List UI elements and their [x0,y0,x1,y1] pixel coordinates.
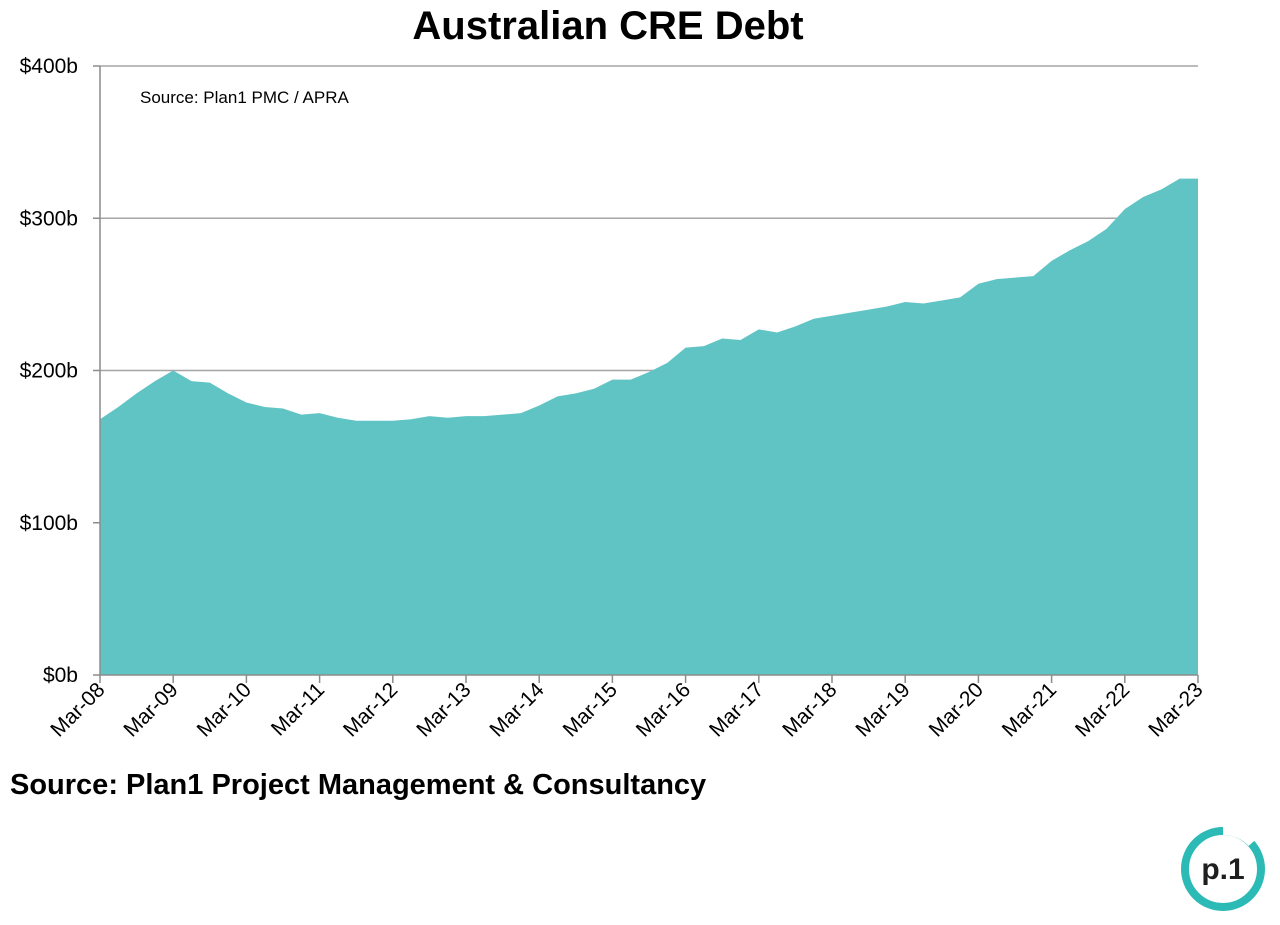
x-tick-label: Mar-15 [559,678,622,741]
x-tick-label: Mar-20 [925,678,988,741]
x-tick-label: Mar-22 [1071,678,1134,741]
x-tick-label: Mar-19 [851,678,914,741]
chart-source-annotation: Source: Plan1 PMC / APRA [140,88,349,107]
x-tick-label: Mar-10 [193,678,256,741]
footer-source-text: Source: Plan1 Project Management & Consu… [10,769,707,801]
chart-title: Australian CRE Debt [412,4,804,48]
x-tick-label: Mar-16 [632,678,695,741]
x-tick-label: Mar-12 [339,678,402,741]
logo-text: p.1 [1201,853,1244,886]
logo-ring-gap [1222,824,1258,847]
logo-ring-icon [1181,827,1265,911]
x-axis-tick-labels: Mar-08 Mar-09 Mar-10 Mar-11 Mar-12 Mar-13 Mar-… [46,678,1207,742]
area-series [100,178,1198,676]
x-tick-label: Mar-17 [705,678,768,741]
y-tick-label: $100b [20,512,78,535]
y-tick-label: $400b [20,55,78,78]
x-tick-label: Mar-09 [119,678,182,741]
x-tick-label: Mar-21 [998,678,1061,741]
y-tick-label: $0b [43,664,78,687]
x-tick-label: Mar-13 [412,678,475,741]
y-axis-tick-labels: $0b $100b $200b $300b $400b [20,55,78,687]
x-tick-label: Mar-18 [778,678,841,741]
y-tick-label: $300b [20,207,78,230]
y-tick-label: $200b [20,360,78,383]
axes [93,65,1199,683]
x-tick-label: Mar-08 [46,678,109,741]
x-tick-label: Mar-11 [267,678,329,740]
x-tick-label: Mar-23 [1144,678,1207,741]
area-series-fill [100,178,1198,676]
x-tick-label: Mar-14 [485,678,549,742]
plan1-logo: p.1 [1181,824,1265,911]
